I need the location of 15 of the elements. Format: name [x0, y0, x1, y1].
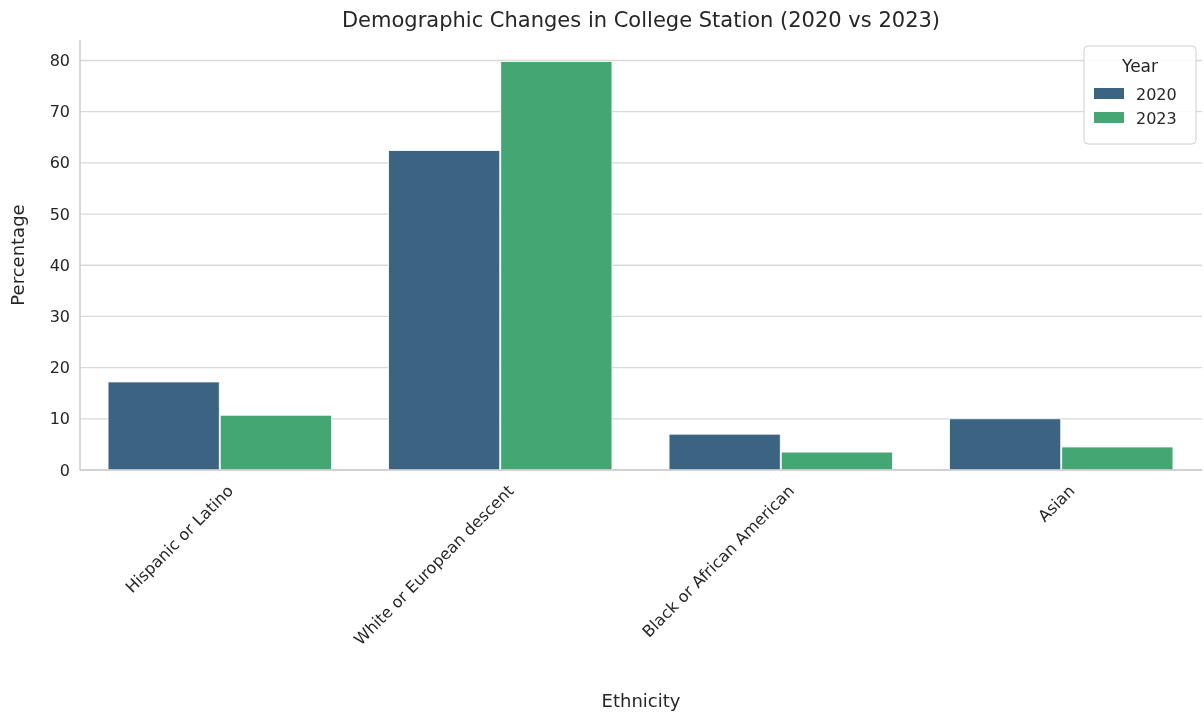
y-tick-label: 50 [49, 204, 70, 224]
chart-title: Demographic Changes in College Station (2020 vs 2023) [341, 8, 941, 32]
x-axis-title: Ethnicity [601, 690, 681, 711]
y-tick-label: 70 [49, 102, 70, 122]
y-tick-label: 80 [49, 51, 70, 71]
y-tick-label: 40 [49, 255, 70, 275]
legend-label: 2020 [1136, 84, 1177, 104]
y-tick-label: 0 [59, 460, 70, 480]
legend-title: Year [1121, 56, 1158, 76]
y-tick-label: 30 [49, 307, 70, 327]
legend-label: 2023 [1136, 108, 1177, 128]
y-tick-label: 20 [49, 358, 70, 378]
y-tick-label: 10 [49, 409, 70, 429]
y-tick-label: 60 [49, 153, 70, 173]
y-axis-title: Percentage [7, 204, 28, 306]
